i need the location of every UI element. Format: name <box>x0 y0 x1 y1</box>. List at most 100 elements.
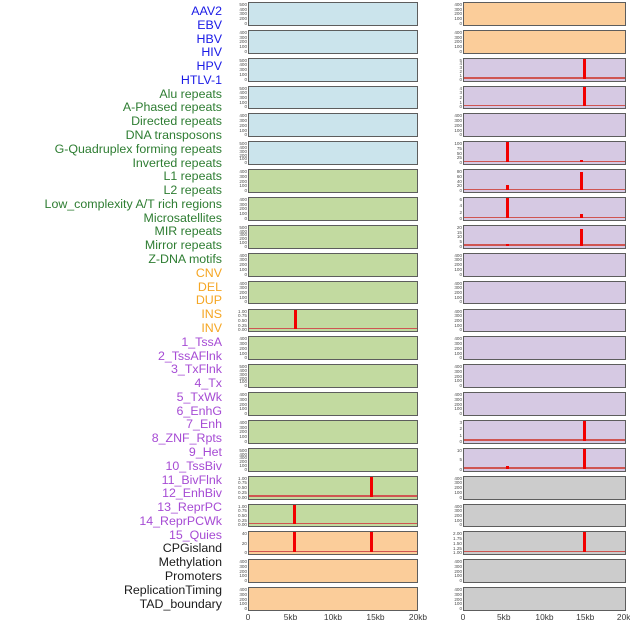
y-axis: 400 300 200 100 0 <box>441 502 463 530</box>
track-row: 80 60 40 20 0 <box>441 167 630 195</box>
y-tick-label: 0 <box>459 606 462 611</box>
data-spike <box>583 420 587 441</box>
y-tick-label: 300 <box>239 174 247 179</box>
y-tick-label: 1.00 <box>238 503 247 509</box>
data-spike <box>579 228 583 246</box>
track-label: MIR repeats <box>154 224 222 239</box>
y-tick-label: 200 <box>454 401 462 407</box>
y-axis: 500 400 300 100 0 <box>226 84 248 112</box>
track-row: 400 300 200 100 0 <box>441 307 630 335</box>
y-tick-label: 100 <box>239 463 247 468</box>
y-tick-label: 100 <box>454 489 462 495</box>
y-tick-label: 0 <box>244 216 247 221</box>
track-row: 400 300 200 100 0 <box>441 362 630 390</box>
track-plot <box>248 224 418 249</box>
y-tick-label: 0.50 <box>238 318 247 323</box>
y-axis: 400 300 200 100 0 <box>441 362 463 390</box>
y-tick-label: 100 <box>239 434 247 440</box>
y-tick-label: 50 <box>456 150 462 156</box>
y-tick-label: 0.00 <box>238 327 247 333</box>
y-tick-label: 200 <box>239 429 247 435</box>
y-axis: 1.00 0.75 0.50 0.25 0.00 <box>226 502 248 530</box>
y-tick-label: 400 <box>454 308 462 314</box>
y-tick-label: 2.00 <box>453 531 462 537</box>
y-axis: 400 300 200 100 0 <box>226 195 248 223</box>
y-tick-label: 200 <box>239 152 247 158</box>
y-tick-label: 1 <box>459 432 462 438</box>
track-label: 2_TssAFlnk <box>157 348 222 363</box>
y-tick-label: 200 <box>239 178 247 184</box>
track-row: 400 300 200 100 0 <box>226 334 422 362</box>
y-tick-label: 1.25 <box>453 545 462 551</box>
track-label: A-Phased repeats <box>122 100 222 115</box>
track-plot <box>463 197 626 221</box>
y-axis: 400 300 200 100 0 <box>226 251 248 279</box>
y-tick-label: 4 <box>459 203 462 209</box>
track-label: Low_complexity A/T rich regions <box>44 196 222 211</box>
track-plot <box>463 587 626 611</box>
y-axis: 80 60 40 20 0 <box>441 167 463 195</box>
track-plot <box>463 29 626 54</box>
y-tick-label: 300 <box>239 34 247 40</box>
y-axis: 400 300 200 100 0 <box>441 111 463 139</box>
track-label: INS <box>201 307 222 322</box>
x-tick-label: 0 <box>460 612 466 622</box>
y-tick-label: 0.75 <box>238 480 247 486</box>
y-axis: 400 300 200 100 0 <box>226 28 248 56</box>
y-tick-label: 1.00 <box>238 308 247 314</box>
y-tick-label: 0 <box>244 550 247 556</box>
y-tick-label: 0 <box>244 466 247 472</box>
y-tick-label: 0.25 <box>238 489 247 495</box>
track-row: 400 300 200 100 0 <box>441 28 630 56</box>
y-tick-label: 100 <box>239 127 247 133</box>
baseline <box>464 188 625 191</box>
x-axis-line <box>248 608 418 609</box>
track-row: 400 300 200 100 0 <box>441 334 630 362</box>
y-tick-label: 0 <box>459 383 462 388</box>
track-plot <box>248 85 418 110</box>
y-tick-label: 0 <box>244 271 247 277</box>
data-spike <box>579 214 583 218</box>
y-tick-label: 0 <box>459 104 462 110</box>
y-tick-label: 300 <box>239 591 247 597</box>
y-tick-label: 100 <box>454 378 462 384</box>
y-axis: 100 75 50 25 0 <box>441 139 463 167</box>
track-label: HIV <box>201 45 222 60</box>
y-tick-label: 400 <box>239 90 247 96</box>
y-tick-label: 0 <box>244 76 247 82</box>
y-tick-label: 300 <box>239 67 247 73</box>
baseline <box>249 495 417 497</box>
track-plot <box>463 559 626 584</box>
x-axis: 0 5kb 10kb 15kb 20kb <box>441 608 630 630</box>
y-axis: 400 300 200 100 0 <box>226 279 248 307</box>
track-plot <box>463 392 626 416</box>
y-tick-label: 400 <box>454 252 462 258</box>
y-axis: 400 300 200 100 0 <box>226 334 248 362</box>
track-row: 400 300 200 100 0 <box>441 111 630 139</box>
y-tick-label: 400 <box>239 336 247 342</box>
track-plot <box>248 559 418 584</box>
y-tick-label: 400 <box>239 30 247 35</box>
track-row: 400 300 200 100 0 <box>226 390 422 418</box>
track-row: 400 300 200 100 0 <box>226 251 422 279</box>
y-tick-label: 500 <box>239 57 247 63</box>
y-axis: 400 300 200 100 0 <box>441 390 463 418</box>
y-tick-label: 0 <box>459 160 462 166</box>
x-tick-label: 5kb <box>283 612 298 622</box>
y-tick-label: 400 <box>239 113 247 119</box>
track-label: 13_ReprPC <box>157 500 222 515</box>
track-plot <box>248 308 418 333</box>
y-tick-label: 3 <box>459 90 462 96</box>
track-label: 3_TxFlnk <box>171 362 222 377</box>
y-axis: 400 300 200 100 0 <box>441 585 463 613</box>
y-tick-label: 0 <box>459 132 462 138</box>
y-tick-label: 400 <box>239 368 247 373</box>
track-label: CNV <box>195 265 222 280</box>
track-label: 8_ZNF_Rpts <box>151 431 222 446</box>
baseline <box>464 105 625 107</box>
y-tick-label: 0 <box>459 271 462 277</box>
y-tick-label: 200 <box>239 236 247 242</box>
y-tick-label: 0 <box>244 160 247 166</box>
